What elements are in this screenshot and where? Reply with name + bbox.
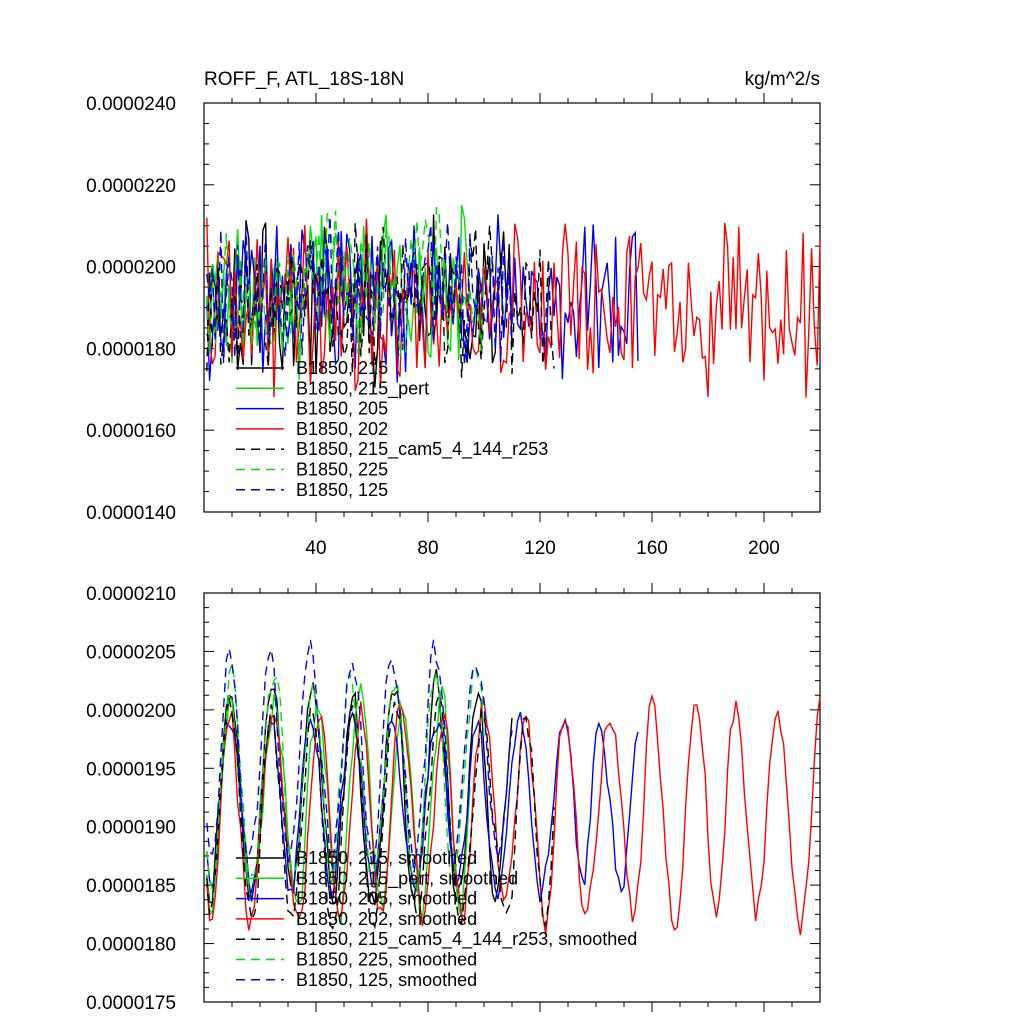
top-panel: ROFF_F, ATL_18S-18N kg/m^2/s 0.00001400.… — [86, 69, 821, 559]
top-title-left: ROFF_F, ATL_18S-18N — [204, 69, 404, 90]
bottom-series — [206, 639, 821, 936]
legend-label: B1850, 215_cam5_4_144_r253 — [296, 439, 548, 460]
y-tick-label: 0.0000200 — [86, 258, 176, 279]
y-tick-label: 0.0000160 — [86, 421, 176, 442]
top-series — [206, 204, 821, 398]
x-tick-label: 120 — [524, 538, 556, 559]
legend-label: B1850, 215 — [296, 358, 388, 378]
y-tick-label: 0.0000140 — [86, 503, 176, 524]
x-tick-label: 160 — [636, 538, 668, 559]
series-line-3 — [206, 217, 821, 398]
y-tick-label: 0.0000180 — [86, 935, 176, 956]
bottom-x-ticks — [231, 583, 793, 1012]
top-y-ticks: 0.0000140 0.0000160 0.0000180 0.0000200 0.00… — [86, 94, 820, 524]
y-tick-label: 0.0000190 — [86, 818, 176, 839]
legend-label: B1850, 215_pert — [296, 378, 429, 399]
y-tick-label: 0.0000185 — [86, 876, 176, 897]
series-line-3 — [206, 693, 821, 936]
y-tick-label: 0.0000205 — [86, 642, 176, 663]
y-tick-label: 0.0000175 — [86, 993, 176, 1014]
series-line-4 — [206, 222, 555, 378]
legend-label: B1850, 225 — [296, 460, 388, 480]
y-tick-label: 0.0000240 — [86, 94, 176, 115]
legend-label: B1850, 205 — [296, 399, 388, 419]
legend-label: B1850, 225, smoothed — [296, 950, 477, 970]
y-tick-label: 0.0000195 — [86, 759, 176, 780]
legend-label: B1850, 202 — [296, 419, 388, 439]
x-tick-label: 200 — [748, 538, 780, 559]
top-x-ticks: 40 80 120 160 200 — [231, 93, 793, 559]
top-title-right: kg/m^2/s — [745, 69, 820, 90]
legend-label: B1850, 202, smoothed — [296, 909, 477, 929]
x-tick-label: 40 — [305, 538, 326, 559]
y-tick-label: 0.0000210 — [86, 584, 176, 605]
series-line-5 — [206, 206, 485, 357]
legend-label: B1850, 205, smoothed — [296, 889, 477, 909]
x-tick-label: 80 — [417, 538, 438, 559]
y-tick-label: 0.0000220 — [86, 176, 176, 197]
legend-label: B1850, 125, smoothed — [296, 970, 477, 990]
legend-label: B1850, 215_pert, smoothed — [296, 868, 518, 889]
bottom-y-ticks: 0.0000175 0.0000180 0.0000185 0.0000190 0.00… — [86, 584, 820, 1014]
bottom-panel: 0.0000175 0.0000180 0.0000185 0.0000190 0.00… — [86, 583, 821, 1014]
legend-label: B1850, 215_cam5_4_144_r253, smoothed — [296, 929, 637, 950]
series-line-6 — [206, 216, 513, 366]
series-line-4 — [206, 692, 555, 930]
series-line-2 — [206, 214, 639, 383]
series-line-6 — [206, 639, 513, 874]
legend-label: B1850, 215, smoothed — [296, 848, 477, 868]
y-tick-label: 0.0000200 — [86, 701, 176, 722]
y-tick-label: 0.0000180 — [86, 339, 176, 360]
legend-label: B1850, 125 — [296, 480, 388, 500]
